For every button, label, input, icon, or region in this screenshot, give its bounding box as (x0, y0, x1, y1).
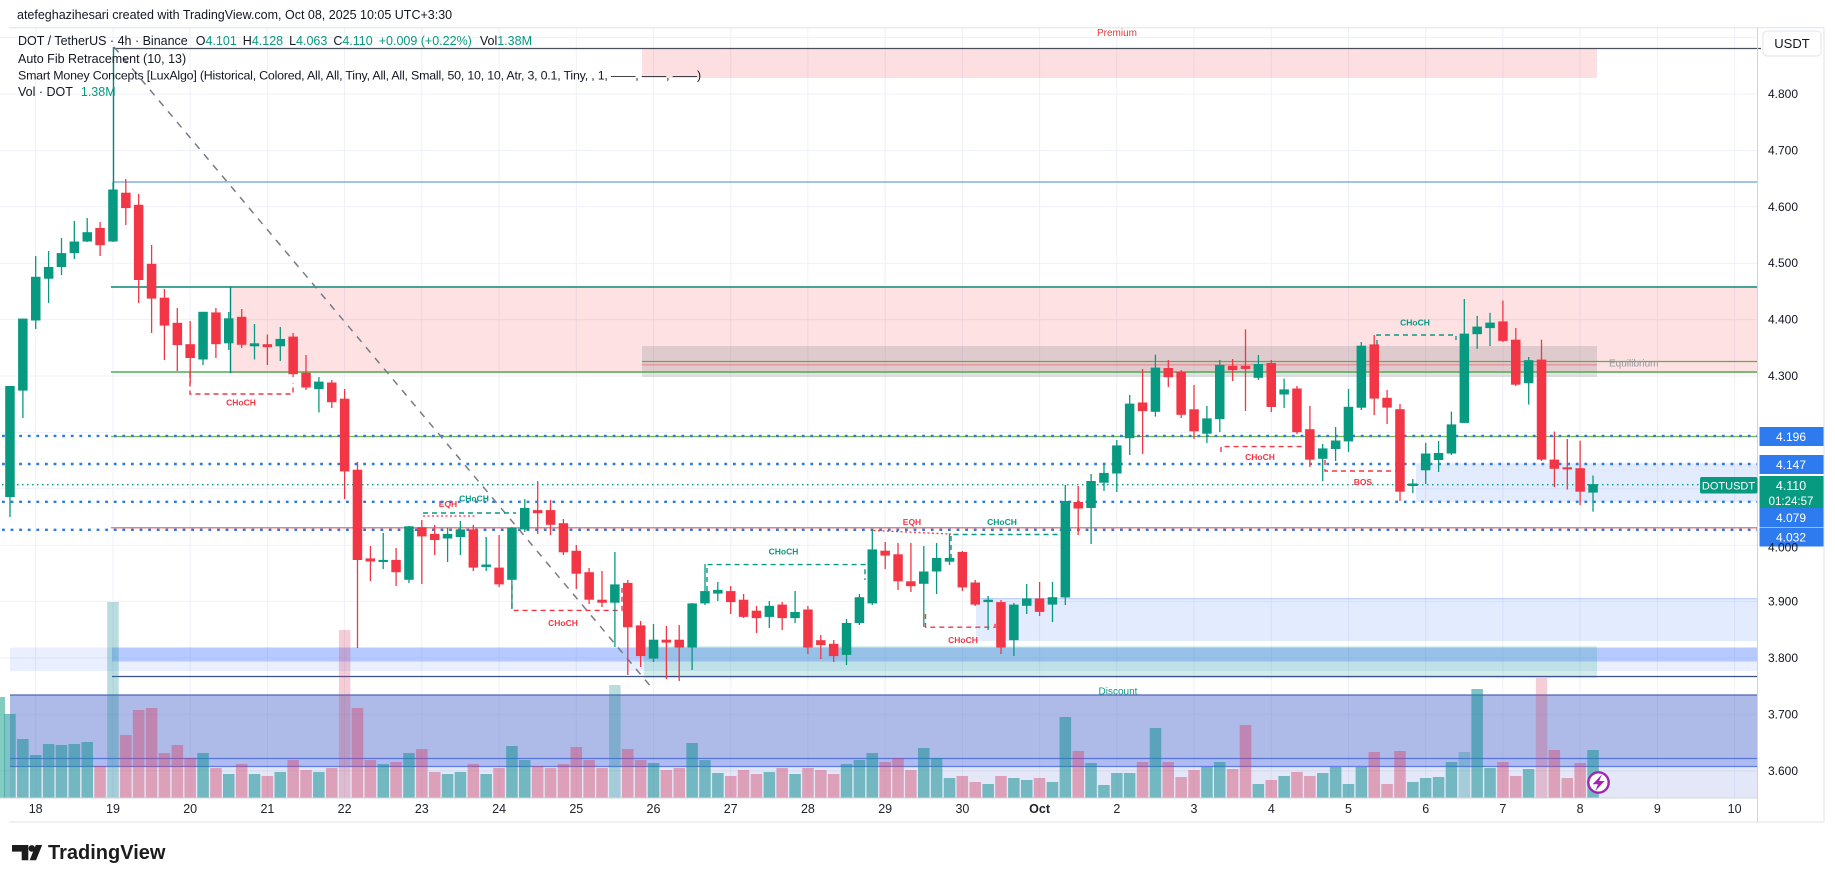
svg-text:26: 26 (647, 802, 661, 816)
svg-text:Smart Money Concepts [LuxAlgo]: Smart Money Concepts [LuxAlgo] (Historic… (18, 69, 701, 83)
svg-text:23: 23 (415, 802, 429, 816)
svg-text:22: 22 (338, 802, 352, 816)
svg-text:TradingView: TradingView (48, 842, 166, 864)
svg-text:10: 10 (1728, 802, 1742, 816)
svg-text:3.900: 3.900 (1768, 595, 1798, 609)
svg-text:CHoCH: CHoCH (769, 547, 799, 557)
svg-text:5: 5 (1345, 802, 1352, 816)
svg-text:4.032: 4.032 (1776, 531, 1806, 545)
svg-text:6: 6 (1422, 802, 1429, 816)
svg-text:3.700: 3.700 (1768, 707, 1798, 721)
svg-text:BOS: BOS (1354, 477, 1373, 487)
svg-text:19: 19 (106, 802, 120, 816)
svg-text:27: 27 (724, 802, 738, 816)
svg-text:atefeghazihesari created with: atefeghazihesari created with TradingVie… (17, 8, 452, 22)
svg-text:4.079: 4.079 (1776, 511, 1806, 525)
svg-text:4.147: 4.147 (1776, 458, 1806, 472)
svg-text:21: 21 (260, 802, 274, 816)
svg-text:EQH: EQH (903, 517, 921, 527)
svg-text:3.800: 3.800 (1768, 651, 1798, 665)
svg-text:USDT: USDT (1774, 36, 1809, 51)
svg-text:24: 24 (492, 802, 506, 816)
svg-text:4.196: 4.196 (1776, 430, 1806, 444)
svg-text:CHoCH: CHoCH (459, 494, 489, 504)
svg-text:4.300: 4.300 (1768, 369, 1798, 383)
svg-text:Oct: Oct (1029, 802, 1051, 816)
svg-text:8: 8 (1577, 802, 1584, 816)
svg-text:CHoCH: CHoCH (948, 635, 978, 645)
svg-text:4.800: 4.800 (1768, 87, 1798, 101)
svg-text:3.600: 3.600 (1768, 764, 1798, 778)
svg-text:25: 25 (569, 802, 583, 816)
svg-text:CHoCH: CHoCH (987, 517, 1017, 527)
svg-text:01:24:57: 01:24:57 (1769, 496, 1814, 508)
svg-text:3: 3 (1191, 802, 1198, 816)
svg-text:9: 9 (1654, 802, 1661, 816)
svg-text:4.400: 4.400 (1768, 313, 1798, 327)
svg-text:EQH: EQH (439, 499, 457, 509)
svg-text:4.600: 4.600 (1768, 200, 1798, 214)
svg-text:CHoCH: CHoCH (1400, 318, 1430, 328)
svg-text:7: 7 (1499, 802, 1506, 816)
svg-text:Auto Fib Retracement (10, 13): Auto Fib Retracement (10, 13) (18, 52, 186, 66)
svg-text:CHoCH: CHoCH (1245, 452, 1275, 462)
svg-text:2: 2 (1113, 802, 1120, 816)
svg-text:CHoCH: CHoCH (548, 618, 578, 628)
svg-text:29: 29 (878, 802, 892, 816)
svg-text:Discount: Discount (1099, 687, 1138, 698)
svg-text:20: 20 (183, 802, 197, 816)
svg-text:4.500: 4.500 (1768, 256, 1798, 270)
svg-text:Equilibrium: Equilibrium (1609, 359, 1658, 370)
svg-text:30: 30 (955, 802, 969, 816)
svg-text:18: 18 (29, 802, 43, 816)
svg-text:DOTUSDT: DOTUSDT (1702, 481, 1755, 493)
svg-text:4: 4 (1268, 802, 1275, 816)
svg-text:4.700: 4.700 (1768, 143, 1798, 157)
svg-text:28: 28 (801, 802, 815, 816)
svg-text:4.000: 4.000 (1768, 541, 1798, 555)
svg-text:4.110: 4.110 (1776, 479, 1806, 493)
svg-text:Premium: Premium (1097, 28, 1137, 39)
svg-text:CHoCH: CHoCH (226, 398, 256, 408)
